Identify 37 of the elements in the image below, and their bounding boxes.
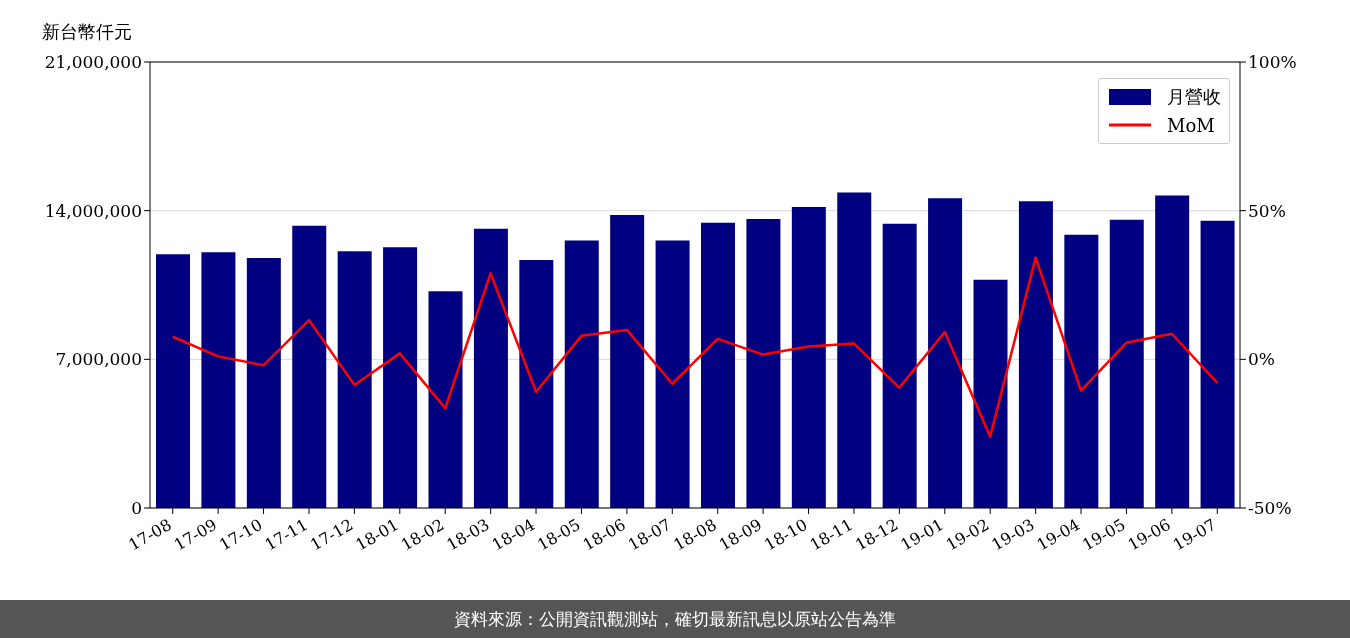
- y-tick-label: 21,000,000: [44, 52, 142, 72]
- bar: [519, 259, 554, 508]
- legend-label: 月營收: [1167, 85, 1221, 109]
- bar: [428, 291, 463, 508]
- bar: [292, 225, 327, 508]
- bar: [791, 207, 826, 508]
- bar: [973, 279, 1008, 508]
- bar: [383, 247, 418, 508]
- bar: [882, 223, 917, 508]
- y2-tick-label: 100%: [1248, 52, 1297, 72]
- bar: [1018, 201, 1053, 508]
- bar: [746, 218, 781, 508]
- bar: [156, 254, 190, 508]
- bar: [473, 228, 508, 508]
- bar: [1155, 195, 1190, 508]
- bar: [564, 240, 599, 508]
- bar: [610, 214, 645, 508]
- bar: [1064, 234, 1099, 508]
- bar: [246, 258, 281, 508]
- y2-tick-label: 0%: [1248, 349, 1275, 370]
- bar: [837, 192, 872, 508]
- source-note: 資料來源：公開資訊觀測站，確切最新訊息以原站公告為準: [0, 600, 1350, 638]
- y-axis-title: 新台幣仟元: [42, 20, 132, 44]
- y2-tick-label: -50%: [1248, 498, 1292, 518]
- y2-tick-label: 50%: [1248, 200, 1286, 221]
- bar: [1200, 220, 1235, 508]
- bar: [337, 251, 372, 508]
- bar: [928, 198, 963, 508]
- bar: [701, 222, 735, 508]
- bar: [201, 252, 236, 508]
- y-tick-label: 7,000,000: [55, 349, 142, 370]
- y-tick-label: 0: [131, 498, 142, 518]
- bar: [655, 240, 690, 508]
- bar: [1109, 219, 1144, 508]
- line-series: [171, 256, 1219, 438]
- legend-label: MoM: [1167, 114, 1215, 136]
- y-tick-label: 14,000,000: [44, 200, 142, 221]
